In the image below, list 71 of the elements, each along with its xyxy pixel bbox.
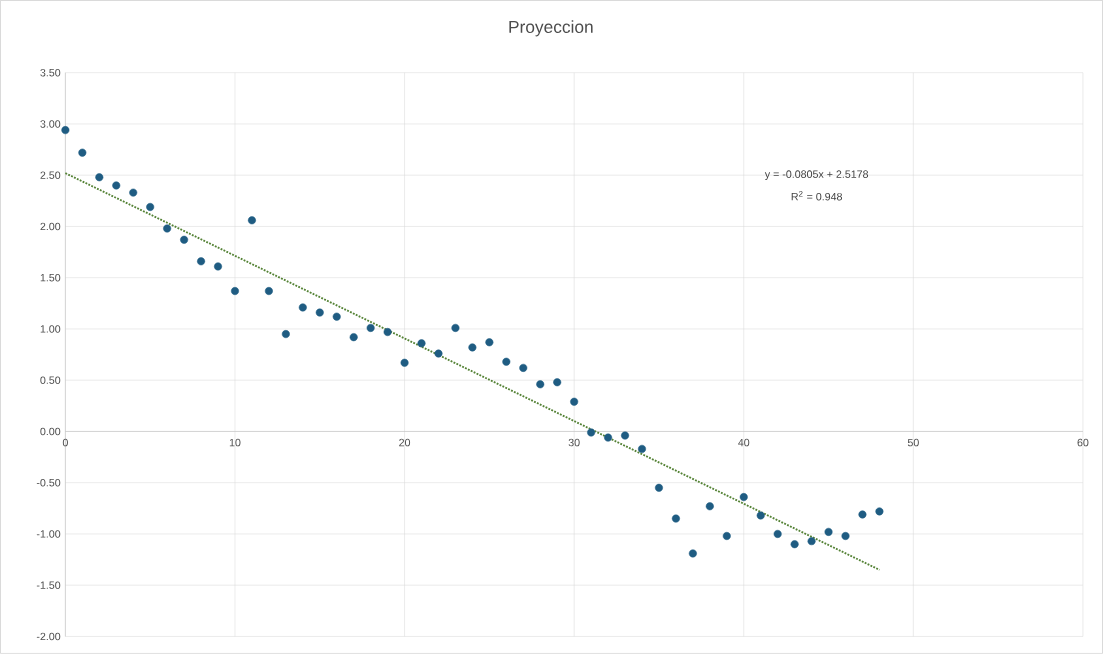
point: [671, 514, 680, 523]
point: [78, 148, 87, 157]
x-tick-label: 40: [738, 438, 750, 447]
annotation: y = -0.0805x + 2.5178: [764, 170, 869, 181]
point: [858, 510, 867, 519]
y-tick-label: 0.50: [40, 376, 61, 385]
point: [773, 530, 782, 539]
point: [180, 235, 189, 244]
y-tick-label: 2.00: [40, 222, 61, 231]
point: [587, 428, 596, 437]
point: [519, 363, 528, 372]
point: [129, 188, 138, 197]
point: [281, 330, 290, 339]
x-tick-label: 50: [907, 438, 919, 447]
point: [434, 349, 443, 358]
point: [451, 324, 460, 333]
point: [875, 507, 884, 516]
y-tick-label: 3.00: [40, 120, 61, 128]
point: [95, 173, 104, 182]
point: [604, 433, 613, 442]
point: [197, 257, 206, 266]
x-tick-label: 30: [568, 438, 580, 447]
point: [722, 532, 731, 541]
point: [383, 328, 392, 337]
point: [163, 224, 172, 233]
y-tick-label: 2.50: [40, 171, 61, 180]
point: [366, 324, 375, 333]
y-tick-label: 0.00: [40, 427, 61, 436]
point: [553, 378, 562, 387]
point: [230, 287, 239, 296]
point: [688, 549, 697, 558]
point: [739, 493, 748, 502]
point: [790, 540, 799, 549]
point: [485, 338, 494, 347]
point: [112, 181, 121, 190]
point: [756, 511, 765, 520]
point: [536, 380, 545, 389]
point: [807, 537, 816, 546]
point: [841, 532, 850, 541]
y-tick-label: 3.50: [40, 69, 61, 77]
chart-title: Proyeccion: [509, 20, 593, 37]
y-tick-label: 1.00: [40, 325, 61, 333]
point: [824, 527, 833, 536]
point: [214, 262, 223, 271]
annotation: R$^{2}$ = 0.948: [791, 191, 843, 201]
point: [298, 303, 307, 312]
point: [468, 343, 477, 352]
point: [264, 287, 273, 296]
point: [621, 431, 630, 440]
point: [570, 397, 579, 406]
x-tick-label: 60: [1077, 438, 1089, 447]
point: [400, 358, 409, 367]
point: [654, 483, 663, 492]
point: [705, 502, 714, 511]
y-tick-label: -1.00: [36, 530, 61, 538]
point: [417, 339, 426, 348]
y-tick-label: -1.50: [36, 581, 61, 590]
x-tick-label: 20: [399, 438, 411, 447]
point: [61, 126, 70, 135]
y-tick-label: -0.50: [36, 479, 61, 487]
y-tick-label: -2.00: [36, 632, 61, 641]
point: [349, 333, 358, 342]
point: [315, 308, 324, 317]
point: [502, 357, 511, 366]
point: [247, 216, 256, 225]
y-tick-label: 1.50: [40, 274, 61, 282]
x-tick-label: 10: [229, 438, 241, 447]
point: [146, 203, 155, 212]
point: [332, 312, 341, 321]
x-tick-label: 0: [62, 438, 68, 447]
point: [637, 444, 646, 453]
